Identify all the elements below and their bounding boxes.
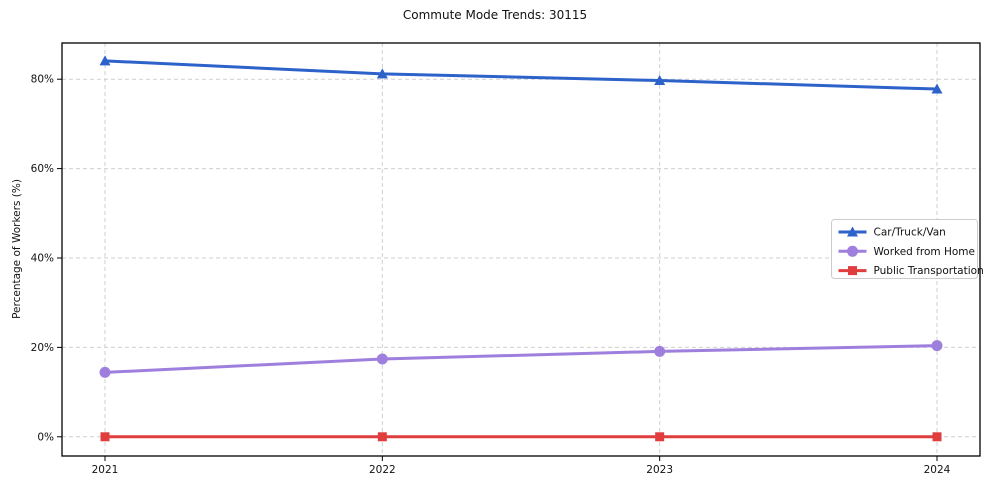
circle-marker [847,245,858,257]
legend-label: Worked from Home [874,246,975,258]
plot-area [62,43,980,456]
triangle-marker [931,83,943,94]
series-line-worked-from-home [103,344,939,374]
series-line-car-truck-van [103,59,939,91]
y-tick-label: 80% [31,74,54,86]
x-tick-label: 2021 [92,464,119,476]
x-tick-label: 2024 [924,464,951,476]
square-marker [655,432,665,442]
triangle-marker [99,55,111,66]
circle-marker [931,340,943,352]
triangle-marker [847,226,858,237]
y-tick-label: 20% [31,342,54,354]
plot-frame [61,42,981,457]
circle-marker [376,353,388,365]
y-tick-label: 60% [31,163,54,175]
x-tick-label: 2023 [646,464,673,476]
legend-label: Car/Truck/Van [874,227,946,239]
square-marker [377,432,387,442]
square-marker [932,432,942,442]
legend-box [831,219,978,279]
square-marker [848,266,857,276]
square-marker [100,432,110,442]
y-tick-label: 40% [31,252,54,264]
x-tick-label: 2022 [369,464,396,476]
circle-marker [99,366,111,378]
y-tick-label: 0% [37,431,54,443]
chart-title: Commute Mode Trends: 30115 [402,8,588,22]
triangle-marker [376,68,388,79]
triangle-marker [654,75,666,86]
legend-label: Public Transportation [874,265,984,277]
circle-marker [654,345,666,357]
